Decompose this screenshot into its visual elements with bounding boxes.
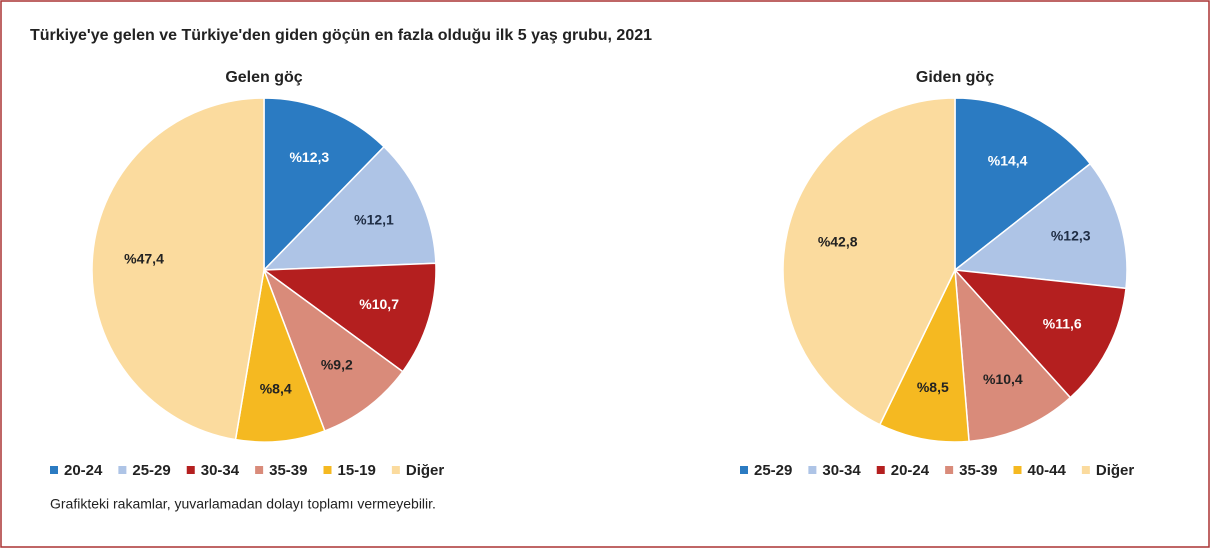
pie-slice — [953, 162, 1128, 290]
legend-label: 25-29 — [754, 462, 792, 479]
legend-swatch — [118, 466, 127, 474]
legend-swatch — [323, 466, 332, 474]
pie-slice — [878, 267, 970, 443]
data-label: %8,5 — [917, 379, 949, 395]
chart-title: Türkiye'ye gelen ve Türkiye'den giden gö… — [30, 27, 652, 44]
pie-slice — [954, 97, 1092, 272]
legend-swatch — [808, 466, 817, 474]
legend-label: 25-29 — [132, 462, 170, 479]
data-label: %9,2 — [321, 357, 353, 373]
legend-swatch — [391, 466, 400, 474]
legend-swatch — [876, 466, 885, 474]
pie-slice — [954, 267, 1072, 443]
legend-label: 30-34 — [822, 462, 861, 479]
legend-label: 35-39 — [959, 462, 997, 479]
pie-slice — [261, 262, 437, 373]
pie-title: Giden göç — [916, 69, 994, 86]
data-label: %8,4 — [260, 381, 292, 397]
legend-swatch — [255, 466, 264, 474]
legend-label: 30-34 — [201, 462, 240, 479]
legend-swatch — [945, 466, 954, 474]
data-label: %11,6 — [1043, 315, 1082, 331]
pie-slice — [91, 97, 265, 441]
legend-label: Diğer — [1096, 462, 1135, 479]
legend-label: 40-44 — [1028, 462, 1067, 479]
data-label: %10,4 — [983, 371, 1023, 387]
legend-swatch — [1013, 466, 1022, 474]
pie-slice — [234, 267, 326, 443]
note: Grafikteki rakamlar, yuvarlamadan dolayı… — [50, 496, 436, 512]
data-label: %12,3 — [1051, 227, 1091, 243]
data-label: %14,4 — [988, 152, 1028, 168]
legend-label: 35-39 — [269, 462, 307, 479]
pie-slice — [262, 145, 437, 271]
legend-label: 20-24 — [64, 462, 103, 479]
data-label: %12,1 — [354, 212, 394, 228]
legend-swatch — [186, 466, 195, 474]
legend-label: Diğer — [406, 462, 445, 479]
pie-slice — [263, 97, 386, 272]
pie-title: Gelen göç — [225, 69, 302, 86]
legend-swatch — [740, 466, 748, 474]
data-label: %10,7 — [359, 296, 399, 312]
data-label: %12,3 — [289, 149, 329, 165]
legend-label: 15-19 — [338, 462, 376, 479]
legend-swatch — [50, 466, 58, 474]
legend-swatch — [1081, 466, 1090, 474]
pie-slice — [953, 269, 1127, 399]
pie-slice — [262, 267, 404, 432]
data-label: %47,4 — [124, 251, 164, 267]
data-label: %42,8 — [818, 234, 858, 250]
pie-slice — [782, 97, 956, 426]
legend-label: 20-24 — [891, 462, 930, 479]
